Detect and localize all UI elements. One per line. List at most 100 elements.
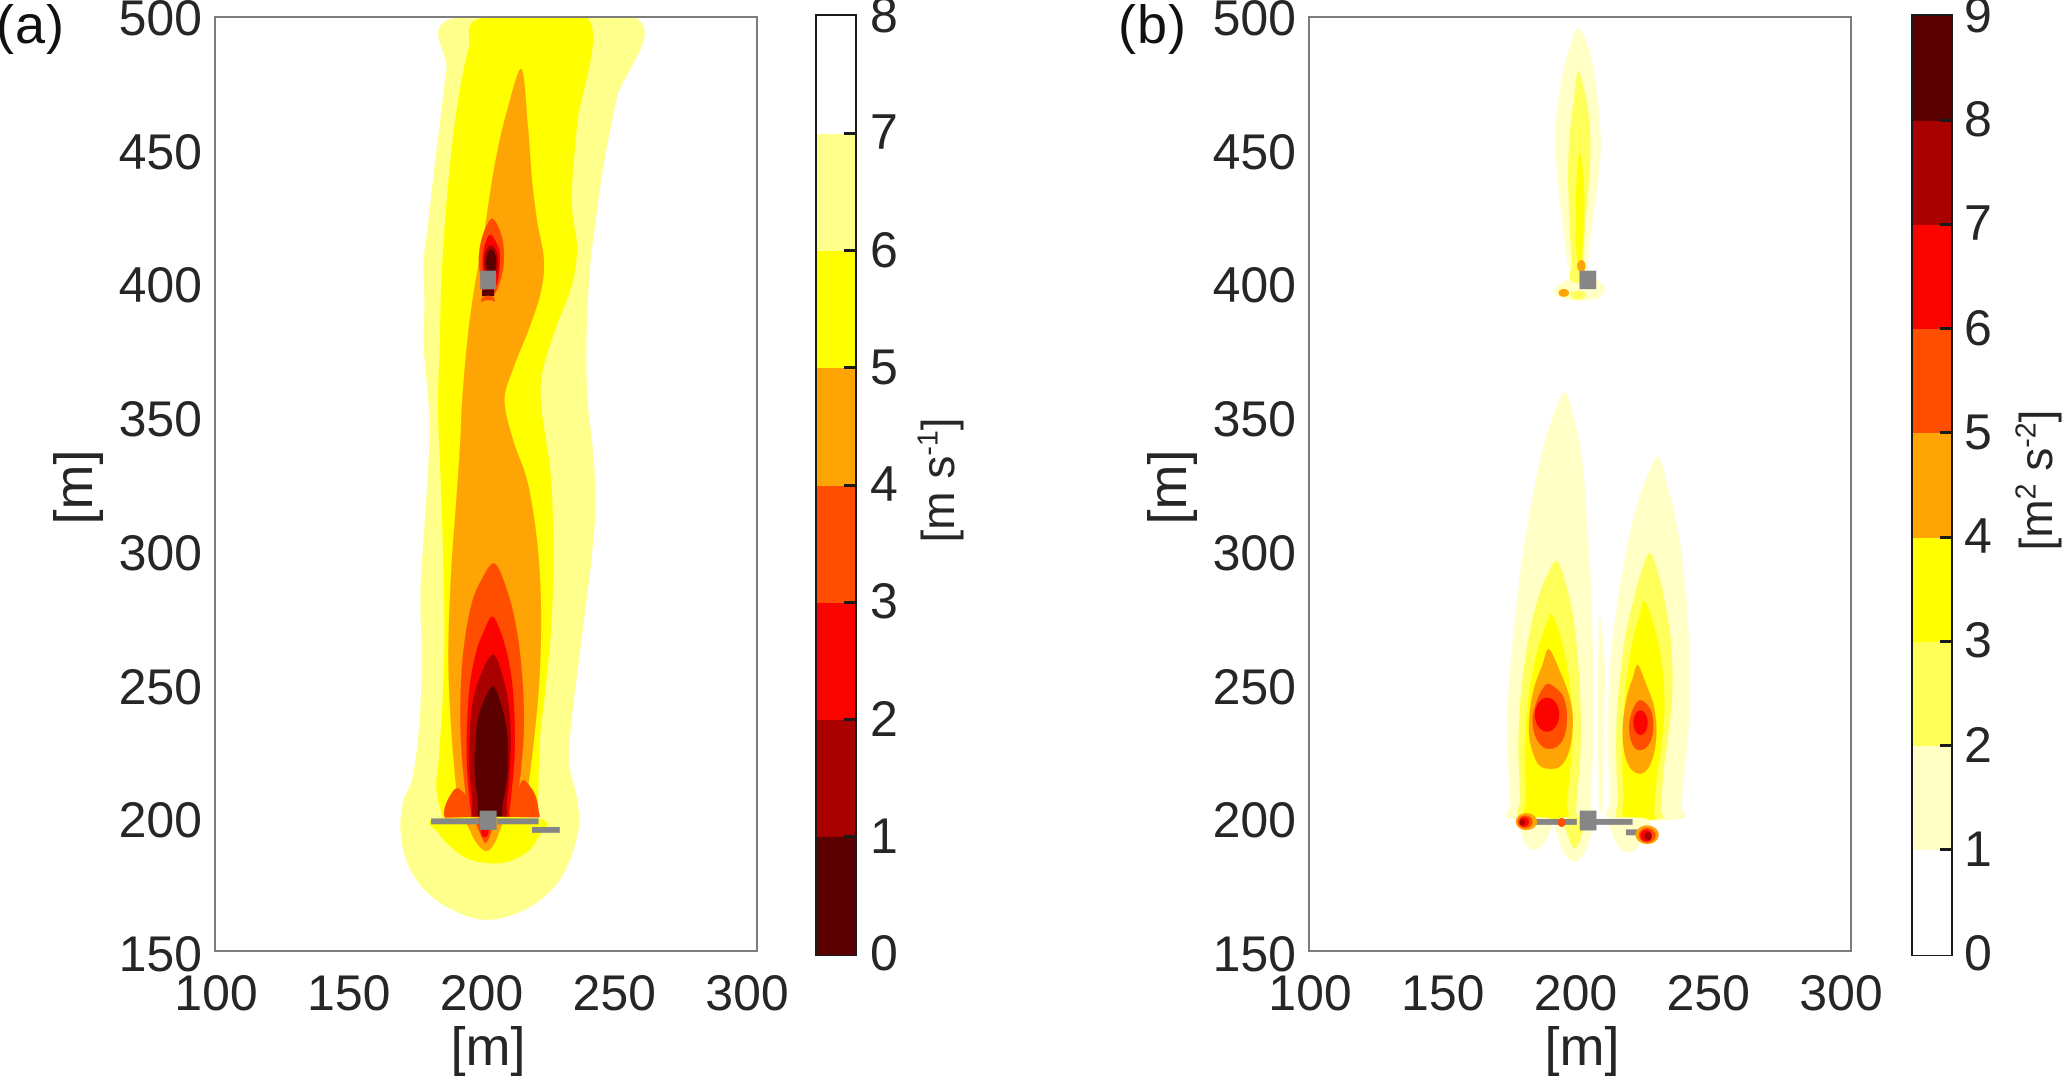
panel-b-y-tick-label: 200 [1212,792,1296,849]
contour-region [1558,288,1570,297]
panel-a-y-tick-label: 500 [118,0,202,46]
panel-a-colorbar [815,14,857,956]
panel-a-colorbar-tick [844,366,855,370]
panel-a-x-tick-label: 250 [572,965,656,1021]
panel-b-colorbar-tick [1940,431,1951,435]
unit-part: ] [2010,409,2062,423]
panel-b-colorbar-tick-label: 4 [1964,508,1992,565]
panel-b-colorbar-tick-label: 3 [1964,612,1992,669]
panel-b-colorbar-tick-label: 2 [1964,716,1992,773]
panel-b-colorbar-tick-label: 5 [1964,403,1992,460]
panel-b-x-axis-label: [m] [1544,1017,1620,1077]
turbine-marker [1579,810,1597,831]
unit-part: 2 [2010,483,2043,500]
panel-b-colorbar-segment [1913,432,1951,538]
panel-b-colorbar-tick-label: 6 [1964,299,1992,356]
contour-region [486,249,497,277]
panel-b-colorbar-tick [1940,327,1951,331]
contour-region [1644,832,1652,841]
panel-a-colorbar-tick-label: 2 [870,690,898,747]
panel-a-colorbar-unit-label: [m s-1] [911,417,965,542]
panel-a-y-tick-label: 400 [118,257,202,314]
panel-a-colorbar-tick [844,131,855,135]
panel-a-colorbar-segment [817,367,855,486]
contour-region [479,300,498,313]
turbine-marker [480,270,497,290]
panel-a-y-tick-label: 450 [118,123,202,180]
panel-b-y-tick-label: 400 [1212,257,1296,314]
panel-a-y-tick-label: 350 [118,391,202,448]
panel-b-colorbar-segment [1913,537,1951,642]
panel-b-colorbar-tick [1940,535,1951,539]
panel-a-y-axis-label: [m] [44,449,104,525]
panel-b-colorbar-tick [1940,744,1951,748]
panel-b-x-tick-label: 150 [1401,965,1485,1021]
panel-b-y-tick-label: 250 [1212,658,1296,715]
panel-a-colorbar-tick-label: 4 [870,456,898,512]
panel-b-y-tick-label: 150 [1212,926,1296,982]
panel-b-colorbar-segment [1913,849,1951,955]
panel-a-colorbar-tick-label: 1 [870,807,898,864]
panel-a-colorbar-segment [817,602,855,721]
panel-b-colorbar-tick [1940,639,1951,643]
panel-a-y-tick-label: 150 [118,926,202,982]
unit-part: -1 [912,430,945,456]
panel-a-x-tick-label: 100 [174,965,258,1021]
panel-a-x-tick-label: 150 [307,965,391,1021]
panel-b-heatmap [1505,28,1690,862]
panel-a-colorbar-tick-label: 7 [870,104,898,161]
panel-b-x-tick-label: 250 [1666,965,1750,1021]
panel-b-y-tick-label: 500 [1212,0,1296,46]
contour-region [1575,151,1585,270]
panel-a-label: (a) [0,0,65,55]
panel-b-colorbar-segment [1913,120,1951,226]
contour-region [443,788,472,820]
panel-b-y-tick-label: 350 [1212,391,1296,448]
panel-b-colorbar-segment [1913,641,1951,747]
panel-b-x-tick-label: 200 [1533,965,1618,1021]
panel-a-colorbar-segment [817,485,855,603]
panel-b-x-tick-label: 300 [1799,965,1883,1021]
panel-b-colorbar-tick [1940,222,1951,226]
panel-a-y-tick-label: 200 [118,792,202,849]
turbine-marker [479,810,497,830]
panel-b-colorbar [1911,14,1953,956]
panel-b-colorbar-segment [1913,224,1951,330]
panel-a-x-axis-label: [m] [450,1017,526,1077]
panel-b-y-tick-label: 450 [1212,123,1296,180]
panel-a-y-tick-label: 250 [118,658,202,715]
panel-b-y-axis-label: [m] [1138,449,1198,525]
contour-region [1597,611,1605,813]
turbine-marker [431,818,479,825]
panel-b-colorbar-unit-label: [m2 s-2] [2009,410,2063,551]
panel-b-colorbar-tick-label: 1 [1964,820,1992,877]
panel-a-colorbar-tick [844,835,855,839]
panel-b-colorbar-tick-label: 9 [1964,0,1992,43]
panel-a-x-tick-label: 200 [439,965,524,1021]
panel-b-y-tick-label: 300 [1212,524,1296,581]
panel-b-colorbar-tick [1940,118,1951,122]
panel-a-colorbar-segment [817,836,855,955]
panel-b-colorbar-segment [1913,328,1951,434]
unit-part: -2 [2010,422,2043,448]
panel-a-colorbar-segment [817,133,855,252]
turbine-marker [497,818,539,825]
panel-a-colorbar-tick-label: 3 [870,573,898,630]
contour-region [511,780,540,821]
contour-region [1519,819,1525,826]
panel-a-colorbar-tick-label: 6 [870,221,898,278]
panel-b-colorbar-tick [1940,848,1951,852]
contour-region [1633,710,1648,735]
panel-b-x-tick-label: 100 [1268,965,1352,1021]
unit-part: s [2010,447,2062,484]
contour-region [1557,817,1566,827]
panel-b-colorbar-tick-label: 7 [1964,195,1992,252]
turbine-marker [1591,818,1633,825]
unit-part: [m [2010,499,2062,551]
panel-a-colorbar-tick-label: 0 [870,925,898,981]
unit-part: ] [912,417,964,431]
panel-b-colorbar-tick-label: 0 [1964,925,1992,981]
panel-a-colorbar-segment [817,719,855,838]
panel-b-label: (b) [1118,0,1187,55]
